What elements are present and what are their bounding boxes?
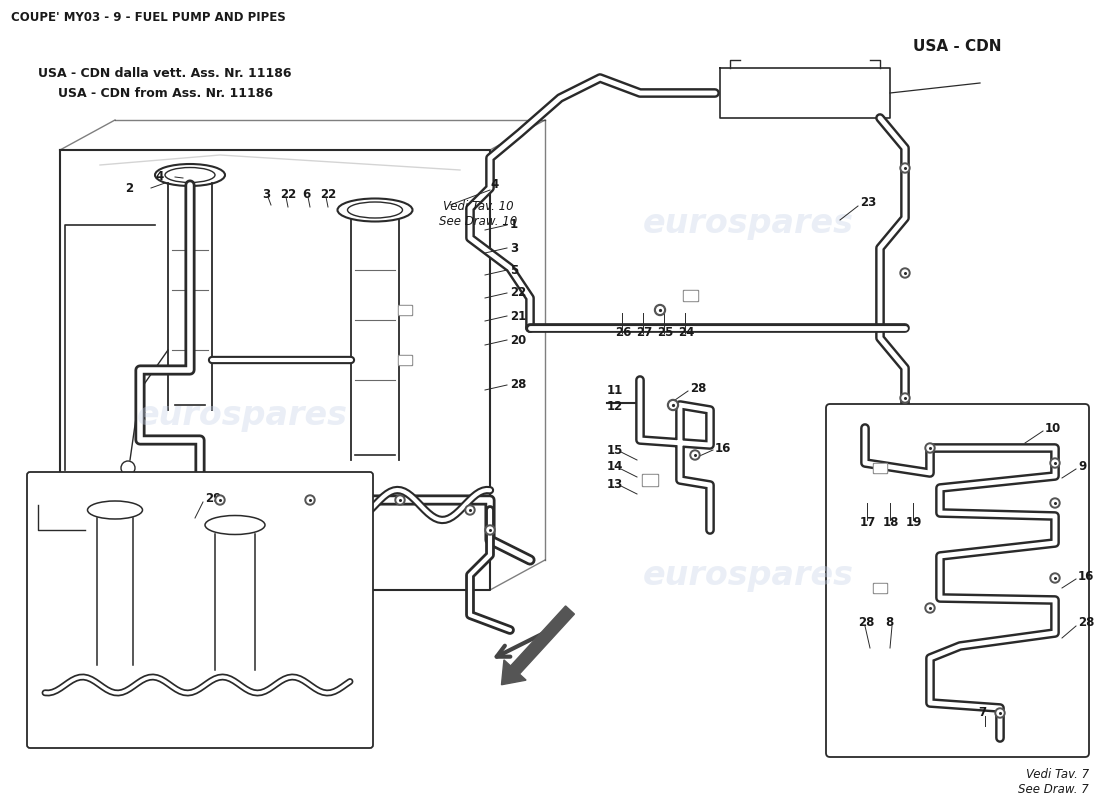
Text: 22: 22 [280, 189, 296, 202]
Text: 29: 29 [205, 491, 221, 505]
Text: 13: 13 [607, 478, 624, 490]
Text: 6: 6 [302, 189, 310, 202]
Circle shape [690, 450, 700, 460]
FancyBboxPatch shape [28, 472, 373, 748]
Text: 19: 19 [906, 517, 923, 530]
Circle shape [1050, 573, 1060, 583]
Circle shape [305, 495, 315, 505]
Bar [874, 584, 886, 592]
Circle shape [692, 452, 698, 458]
Text: 9: 9 [1078, 459, 1087, 473]
Circle shape [1052, 460, 1058, 466]
Text: 16: 16 [1078, 570, 1094, 582]
Circle shape [307, 497, 314, 503]
Text: Vedi Tav. 10
See Draw. 10: Vedi Tav. 10 See Draw. 10 [439, 200, 518, 229]
Circle shape [485, 525, 495, 535]
Circle shape [900, 268, 910, 278]
Circle shape [902, 395, 908, 401]
Text: 22: 22 [510, 286, 526, 299]
Bar [873, 463, 887, 473]
Text: 23: 23 [860, 195, 877, 209]
Text: 24: 24 [678, 326, 694, 339]
Text: 12: 12 [607, 399, 624, 413]
Text: 17: 17 [860, 517, 877, 530]
Bar [398, 355, 412, 365]
Circle shape [1050, 498, 1060, 508]
FancyArrow shape [502, 606, 574, 685]
Text: USA - CDN dalla vett. Ass. Nr. 11186: USA - CDN dalla vett. Ass. Nr. 11186 [39, 67, 292, 80]
Text: 14: 14 [607, 461, 624, 474]
Text: 28: 28 [510, 378, 527, 391]
Text: 1: 1 [510, 218, 518, 231]
Text: 7: 7 [978, 706, 986, 719]
Bar [874, 464, 886, 472]
Circle shape [1052, 500, 1058, 506]
Circle shape [902, 270, 908, 276]
Circle shape [927, 445, 933, 451]
Bar [682, 290, 697, 301]
Text: 20: 20 [510, 334, 526, 346]
Text: 15: 15 [607, 443, 624, 457]
Bar [683, 290, 696, 299]
Circle shape [657, 306, 663, 314]
Text: USA - CDN: USA - CDN [913, 39, 1001, 54]
Circle shape [465, 505, 475, 515]
Text: 26: 26 [615, 326, 631, 339]
Text: 10: 10 [1045, 422, 1062, 434]
Text: 28: 28 [1078, 617, 1094, 630]
Text: 21: 21 [510, 310, 526, 322]
Circle shape [397, 497, 403, 503]
Text: 11: 11 [607, 383, 624, 397]
Circle shape [654, 305, 666, 315]
Text: 8: 8 [886, 617, 893, 630]
Bar [399, 306, 411, 314]
Circle shape [997, 710, 1003, 716]
Text: eurospares: eurospares [642, 559, 854, 593]
Circle shape [1052, 575, 1058, 581]
Text: 16: 16 [715, 442, 732, 454]
Text: 22: 22 [320, 189, 337, 202]
Circle shape [668, 399, 679, 410]
Text: 28: 28 [858, 617, 874, 630]
Circle shape [214, 495, 225, 505]
Circle shape [927, 605, 933, 611]
Text: 4: 4 [490, 178, 498, 191]
Circle shape [925, 443, 935, 453]
Text: 27: 27 [636, 326, 652, 339]
Text: 5: 5 [510, 263, 518, 277]
Text: 25: 25 [657, 326, 673, 339]
Text: 3: 3 [262, 189, 271, 202]
Text: eurospares: eurospares [642, 207, 854, 241]
Text: 18: 18 [883, 517, 900, 530]
Text: 4: 4 [155, 170, 163, 183]
Bar [644, 475, 657, 485]
Circle shape [1050, 458, 1060, 468]
Circle shape [902, 165, 908, 171]
Circle shape [925, 603, 935, 613]
Text: 2: 2 [125, 182, 133, 194]
Text: 28: 28 [690, 382, 706, 394]
Circle shape [996, 708, 1005, 718]
Circle shape [395, 495, 405, 505]
FancyBboxPatch shape [826, 404, 1089, 757]
Circle shape [217, 497, 223, 503]
Text: Vedi Tav. 7
See Draw. 7: Vedi Tav. 7 See Draw. 7 [1019, 768, 1089, 796]
Circle shape [670, 402, 676, 408]
Circle shape [900, 393, 910, 403]
Text: 3: 3 [510, 242, 518, 254]
Bar [399, 356, 411, 364]
Bar [642, 474, 658, 486]
Text: eurospares: eurospares [136, 399, 348, 433]
Circle shape [468, 507, 473, 513]
Text: USA - CDN from Ass. Nr. 11186: USA - CDN from Ass. Nr. 11186 [57, 87, 273, 100]
Bar [398, 305, 412, 315]
Text: COUPE' MY03 - 9 - FUEL PUMP AND PIPES: COUPE' MY03 - 9 - FUEL PUMP AND PIPES [11, 11, 286, 24]
Circle shape [900, 163, 910, 173]
Circle shape [487, 527, 493, 533]
Bar [873, 583, 887, 593]
